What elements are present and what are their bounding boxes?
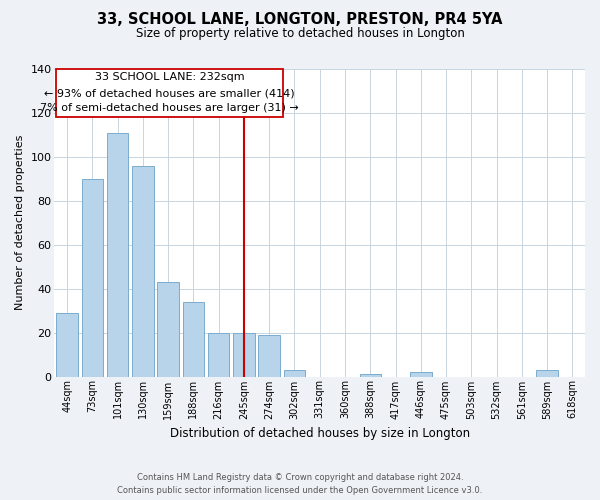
Bar xyxy=(132,166,154,376)
Bar xyxy=(157,282,179,376)
Text: 33 SCHOOL LANE: 232sqm: 33 SCHOOL LANE: 232sqm xyxy=(95,72,244,82)
Bar xyxy=(107,132,128,376)
Text: 7% of semi-detached houses are larger (31) →: 7% of semi-detached houses are larger (3… xyxy=(40,103,299,113)
Bar xyxy=(182,302,204,376)
Text: ← 93% of detached houses are smaller (414): ← 93% of detached houses are smaller (41… xyxy=(44,88,295,98)
Bar xyxy=(56,313,78,376)
Bar xyxy=(82,179,103,376)
Bar xyxy=(233,332,254,376)
X-axis label: Distribution of detached houses by size in Longton: Distribution of detached houses by size … xyxy=(170,427,470,440)
Bar xyxy=(410,372,431,376)
Text: Contains HM Land Registry data © Crown copyright and database right 2024.
Contai: Contains HM Land Registry data © Crown c… xyxy=(118,474,482,495)
Text: Size of property relative to detached houses in Longton: Size of property relative to detached ho… xyxy=(136,28,464,40)
Text: 33, SCHOOL LANE, LONGTON, PRESTON, PR4 5YA: 33, SCHOOL LANE, LONGTON, PRESTON, PR4 5… xyxy=(97,12,503,28)
Bar xyxy=(208,332,229,376)
Bar xyxy=(259,335,280,376)
Bar xyxy=(359,374,381,376)
Bar xyxy=(284,370,305,376)
Bar xyxy=(536,370,558,376)
Y-axis label: Number of detached properties: Number of detached properties xyxy=(15,135,25,310)
